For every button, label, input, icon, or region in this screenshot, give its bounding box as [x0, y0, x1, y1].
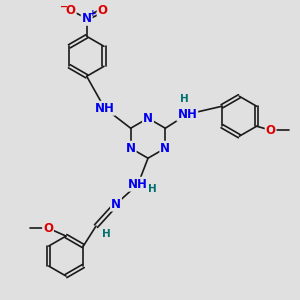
Text: O: O — [66, 4, 76, 17]
Text: H: H — [180, 94, 189, 104]
Text: O: O — [43, 222, 53, 235]
Text: H: H — [102, 229, 110, 239]
Text: H: H — [148, 184, 156, 194]
Text: +: + — [89, 9, 97, 18]
Text: N: N — [111, 198, 121, 211]
Text: N: N — [143, 112, 153, 125]
Text: N: N — [126, 142, 136, 155]
Text: −: − — [60, 2, 68, 11]
Text: O: O — [266, 124, 276, 137]
Text: N: N — [82, 12, 92, 25]
Text: O: O — [98, 4, 108, 17]
Text: N: N — [160, 142, 170, 155]
Text: NH: NH — [177, 108, 197, 121]
Text: NH: NH — [128, 178, 148, 190]
Text: NH: NH — [95, 102, 115, 115]
